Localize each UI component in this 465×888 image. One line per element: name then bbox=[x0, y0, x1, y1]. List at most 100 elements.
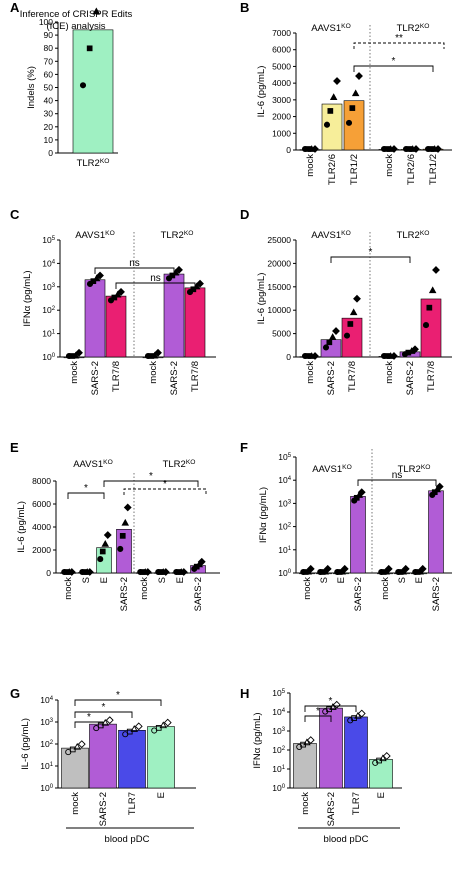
bar bbox=[89, 723, 117, 789]
data-point bbox=[351, 89, 360, 97]
y-tick-label: 4000 bbox=[272, 78, 291, 88]
data-point bbox=[322, 344, 330, 351]
data-point bbox=[101, 718, 110, 726]
y-tick-label: 105 bbox=[42, 235, 55, 245]
x-tick-label: SARS-2 bbox=[119, 577, 130, 611]
x-tick-label: TLR7 bbox=[351, 792, 362, 815]
x-tick-label: SARS-2 bbox=[405, 361, 416, 395]
y-tick-label: 10 bbox=[44, 135, 54, 145]
bar bbox=[184, 287, 206, 358]
data-point bbox=[326, 339, 333, 346]
y-tick-label: 1000 bbox=[272, 128, 291, 138]
group-label: TLR2KO bbox=[163, 459, 196, 471]
data-point bbox=[329, 703, 337, 710]
bar bbox=[420, 298, 442, 358]
significance-label: * bbox=[149, 471, 153, 482]
y-tick-label: 103 bbox=[40, 717, 53, 727]
y-tick-label: 20 bbox=[44, 122, 54, 132]
data-point bbox=[354, 711, 362, 719]
y-tick-label: 102 bbox=[42, 305, 55, 315]
y-axis-label: IFNα (pg/mL) bbox=[258, 487, 269, 543]
significance-bracket bbox=[353, 65, 434, 72]
significance-label: ns bbox=[150, 273, 161, 284]
y-tick-label: 104 bbox=[40, 695, 53, 705]
data-point bbox=[418, 564, 427, 573]
x-tick-label: SARS-2 bbox=[431, 577, 442, 611]
x-tick-label: mock bbox=[148, 361, 159, 384]
significance-label: ns bbox=[129, 258, 140, 269]
y-tick-label: 5000 bbox=[272, 329, 291, 339]
data-point bbox=[123, 503, 132, 512]
panel-a: A 0 10 20 30 40 50 60 70 80 90 100 Indels (%) TLR2KO bbox=[10, 0, 118, 169]
data-point bbox=[332, 327, 340, 335]
significance-bracket bbox=[304, 705, 357, 712]
data-point bbox=[355, 72, 363, 80]
data-point bbox=[323, 121, 331, 128]
y-axis-label: IL-6 (pg/mL) bbox=[16, 501, 27, 553]
data-point bbox=[175, 265, 183, 274]
y-tick-label: 101 bbox=[272, 764, 285, 774]
data-point bbox=[117, 287, 125, 296]
data-point bbox=[73, 742, 82, 750]
x-tick-label: mock bbox=[384, 361, 395, 384]
data-point bbox=[343, 332, 351, 339]
x-tick-label: mock bbox=[384, 154, 395, 177]
panel-label: F bbox=[240, 440, 248, 455]
data-point bbox=[323, 564, 332, 573]
x-tick-label: S bbox=[319, 577, 330, 583]
x-tick-label: S bbox=[157, 577, 168, 583]
data-point bbox=[306, 564, 315, 573]
bar bbox=[344, 716, 368, 789]
data-point bbox=[333, 77, 341, 85]
x-tick-label: mock bbox=[70, 792, 81, 815]
data-point bbox=[105, 716, 114, 725]
data-point bbox=[113, 290, 122, 298]
y-tick-label: 102 bbox=[278, 522, 291, 532]
y-tick-label: 104 bbox=[272, 707, 285, 717]
x-tick-label: SARS-2 bbox=[90, 361, 101, 395]
significance-label: * bbox=[163, 479, 167, 490]
data-point bbox=[117, 545, 124, 553]
panel-label: E bbox=[10, 440, 19, 455]
y-tick-label: 0 bbox=[46, 568, 51, 578]
data-point bbox=[163, 718, 172, 727]
data-point bbox=[340, 564, 349, 573]
x-tick-label: S bbox=[81, 577, 92, 583]
panel-label: D bbox=[240, 207, 249, 222]
y-tick-label: 101 bbox=[40, 761, 53, 771]
x-tick-label: E bbox=[336, 577, 347, 583]
data-point bbox=[67, 568, 76, 576]
data-point bbox=[77, 740, 86, 749]
significance-bracket bbox=[74, 699, 162, 706]
y-tick-label: 4000 bbox=[32, 522, 51, 532]
data-point bbox=[327, 108, 334, 114]
data-point bbox=[97, 556, 104, 563]
data-point bbox=[411, 345, 419, 354]
significance-bracket bbox=[94, 267, 175, 274]
x-tick-label: mock bbox=[380, 577, 391, 600]
panel-f: F 100 101 102 103 104 105 IFNα (pg/mL) AAVS1KO TL… bbox=[240, 440, 452, 611]
y-tick-label: 70 bbox=[44, 56, 54, 66]
group-label: AAVS1KO bbox=[312, 464, 352, 476]
significance-label: * bbox=[84, 483, 88, 494]
data-point bbox=[75, 348, 83, 357]
bar bbox=[341, 317, 363, 358]
y-tick-label: 0 bbox=[48, 148, 53, 158]
significance-bracket bbox=[123, 488, 207, 495]
y-tick-label: 10000 bbox=[267, 305, 291, 315]
y-axis-label: IL-6 (pg/mL) bbox=[256, 273, 267, 325]
y-tick-label: 25000 bbox=[267, 235, 291, 245]
y-tick-label: 8000 bbox=[32, 476, 51, 486]
data-point bbox=[96, 271, 104, 280]
data-point bbox=[345, 119, 353, 126]
x-tick-label: mock bbox=[305, 361, 316, 384]
x-tick-label: E bbox=[99, 577, 110, 583]
data-point bbox=[347, 321, 354, 327]
x-tick-label: TLR7 bbox=[127, 792, 138, 815]
data-point bbox=[179, 568, 188, 576]
y-axis-label: Indels (%) bbox=[26, 66, 37, 109]
y-axis-label: IL-6 (pg/mL) bbox=[256, 66, 267, 118]
data-point bbox=[311, 352, 319, 360]
bar bbox=[163, 273, 185, 358]
y-tick-label: 6000 bbox=[32, 499, 51, 509]
